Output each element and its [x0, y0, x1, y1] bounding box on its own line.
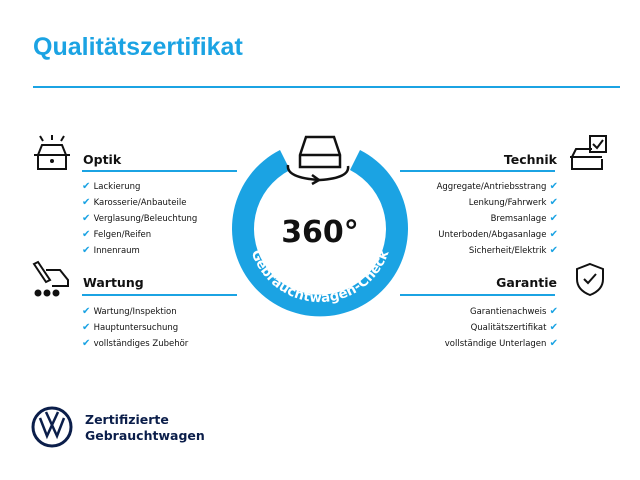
360-label: 360°: [281, 215, 359, 250]
list-item: Bremsanlage: [437, 211, 558, 227]
list-item: Felgen/Reifen: [82, 227, 197, 243]
list-item: Verglasung/Beleuchtung: [82, 211, 198, 227]
list-item: Sicherheit/Elektrik: [437, 243, 558, 259]
list-item: vollständige Unterlagen: [445, 336, 558, 352]
list-item: Lenkung/Fahrwerk: [437, 195, 558, 211]
section-heading-optik: Optik: [83, 152, 122, 167]
list-item: Hauptuntersuchung: [82, 320, 188, 336]
section-heading-wartung: Wartung: [83, 275, 144, 290]
page-title: Qualitätszertifikat: [33, 33, 243, 61]
divider: [82, 294, 237, 296]
service-tools-icon: [32, 260, 69, 297]
list-item: Innenraum: [82, 243, 197, 259]
list-item: Qualitätszertifikat: [445, 320, 558, 336]
list-item: vollständiges Zubehör: [82, 336, 189, 352]
list-item: Unterboden/Abgasanlage: [437, 227, 558, 243]
car-rotate-icon: [286, 135, 350, 186]
list-item: Karosserie/Anbauteile: [82, 195, 197, 211]
brand-line1: Zertifizierte: [85, 412, 169, 427]
brand-text: Zertifizierte Gebrauchtwagen: [85, 412, 205, 444]
garantie-list: Garantienachweis Qualitätszertifikat vol…: [445, 304, 558, 352]
vw-logo: [31, 406, 73, 448]
divider: [400, 294, 555, 296]
shield-check-icon: [576, 262, 604, 297]
brand-line2: Gebrauchtwagen: [85, 428, 205, 443]
section-heading-garantie: Garantie: [496, 275, 557, 290]
360-check-badge: Gebrauchtwagen-Check 360°: [232, 135, 408, 317]
list-item: Aggregate/Antriebsstrang: [437, 179, 558, 195]
list-item: Wartung/Inspektion: [82, 304, 188, 320]
car-lights-icon: [34, 135, 70, 170]
technik-list: Aggregate/Antriebsstrang Lenkung/Fahrwer…: [437, 179, 558, 259]
car-check-icon: [570, 135, 607, 170]
divider: [82, 170, 237, 172]
section-heading-technik: Technik: [503, 152, 557, 167]
wartung-list: Wartung/Inspektion Hauptuntersuchung vol…: [82, 304, 189, 352]
divider: [33, 86, 620, 88]
list-item: Lackierung: [82, 179, 197, 195]
optik-list: Lackierung Karosserie/Anbauteile Verglas…: [82, 179, 198, 259]
divider: [400, 170, 555, 172]
list-item: Garantienachweis: [445, 304, 558, 320]
